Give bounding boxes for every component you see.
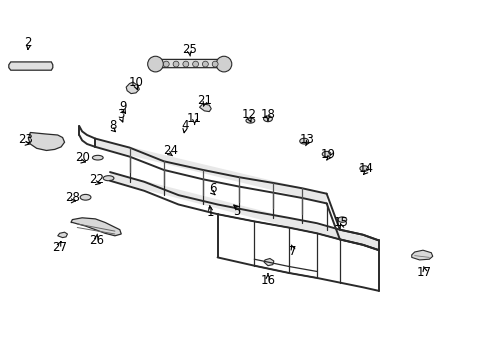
Text: 3: 3: [117, 108, 125, 121]
Text: 4: 4: [181, 119, 188, 132]
Polygon shape: [126, 82, 139, 94]
Text: 14: 14: [358, 162, 372, 175]
Ellipse shape: [245, 118, 254, 123]
Text: 7: 7: [288, 245, 296, 258]
Circle shape: [202, 61, 208, 67]
Text: 6: 6: [208, 183, 216, 195]
Text: 5: 5: [233, 205, 241, 218]
Text: 25: 25: [182, 43, 197, 56]
Polygon shape: [9, 62, 53, 70]
Circle shape: [147, 56, 163, 72]
Ellipse shape: [359, 166, 368, 171]
Circle shape: [212, 61, 218, 67]
Text: 17: 17: [416, 266, 431, 279]
Circle shape: [192, 61, 198, 67]
Polygon shape: [58, 232, 67, 238]
Polygon shape: [28, 132, 64, 150]
Text: 9: 9: [119, 100, 127, 113]
Text: 13: 13: [299, 133, 314, 146]
Text: 8: 8: [108, 119, 116, 132]
Text: 11: 11: [187, 112, 202, 125]
Ellipse shape: [337, 217, 346, 222]
Circle shape: [216, 56, 231, 72]
Text: 1: 1: [206, 206, 214, 219]
Text: 18: 18: [260, 108, 275, 121]
Text: 20: 20: [75, 151, 89, 164]
Text: 2: 2: [24, 36, 32, 49]
Text: 16: 16: [260, 274, 275, 287]
Ellipse shape: [322, 151, 330, 157]
Text: 15: 15: [333, 216, 348, 229]
Text: 12: 12: [242, 108, 256, 121]
Polygon shape: [264, 258, 273, 266]
Ellipse shape: [299, 138, 308, 144]
Text: 22: 22: [89, 173, 104, 186]
Text: 27: 27: [52, 241, 67, 254]
Text: 23: 23: [18, 133, 33, 146]
Ellipse shape: [103, 176, 114, 181]
Polygon shape: [411, 250, 432, 260]
Ellipse shape: [263, 116, 272, 122]
Text: 10: 10: [128, 76, 143, 89]
Text: 26: 26: [89, 234, 104, 247]
Polygon shape: [110, 172, 378, 250]
Ellipse shape: [92, 155, 103, 160]
Circle shape: [173, 61, 179, 67]
Polygon shape: [71, 218, 121, 236]
Circle shape: [163, 61, 169, 67]
Polygon shape: [95, 139, 326, 203]
Text: 21: 21: [197, 94, 211, 107]
Text: 19: 19: [321, 148, 335, 161]
Polygon shape: [199, 104, 211, 112]
Text: 28: 28: [65, 191, 80, 204]
Text: 24: 24: [163, 144, 177, 157]
Polygon shape: [152, 59, 224, 68]
Ellipse shape: [80, 194, 91, 200]
Circle shape: [183, 61, 188, 67]
